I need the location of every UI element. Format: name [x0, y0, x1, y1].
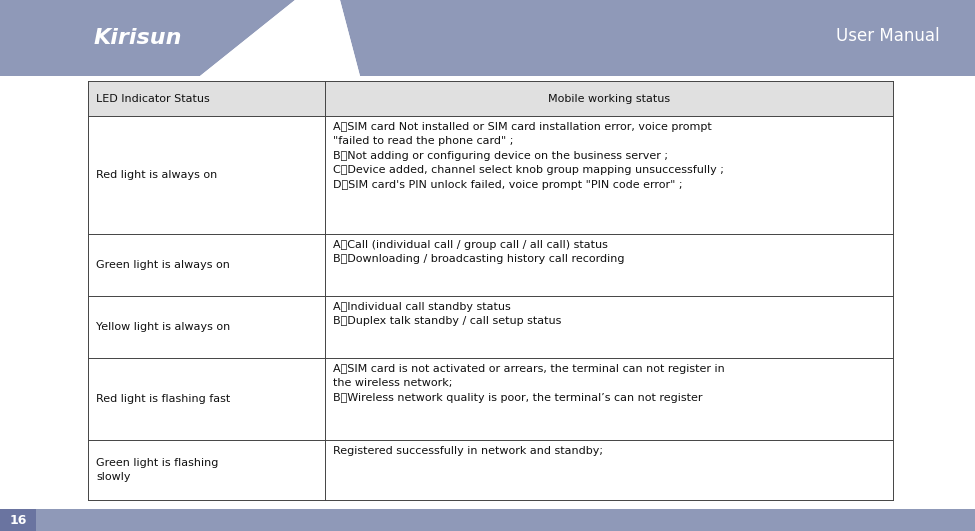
Text: LED Indicator Status: LED Indicator Status [96, 93, 210, 104]
Bar [88, 81, 893, 116]
Text: 16: 16 [10, 513, 26, 527]
Text: Red light is always on: Red light is always on [96, 170, 217, 180]
Polygon shape [340, 0, 975, 76]
Text: A、SIM card Not installed or SIM card installation error, voice prompt
"failed to: A、SIM card Not installed or SIM card ins… [333, 122, 724, 190]
Text: A、SIM card is not activated or arrears, the terminal can not register in
the wir: A、SIM card is not activated or arrears, … [333, 364, 725, 403]
Text: Mobile working status: Mobile working status [548, 93, 670, 104]
Polygon shape [0, 0, 295, 76]
Text: Red light is flashing fast: Red light is flashing fast [96, 394, 230, 404]
Bar [0, 509, 975, 531]
Text: Green light is flashing
slowly: Green light is flashing slowly [96, 458, 218, 482]
Text: A、Call (individual call / group call / all call) status
B、Downloading / broadcas: A、Call (individual call / group call / a… [333, 240, 625, 264]
Text: A、Individual call standby status
B、Duplex talk standby / call setup status: A、Individual call standby status B、Duple… [333, 302, 562, 327]
Text: Green light is always on: Green light is always on [96, 260, 230, 270]
Text: Kirisun: Kirisun [94, 28, 181, 48]
Polygon shape [200, 0, 360, 76]
Text: Registered successfully in network and standby;: Registered successfully in network and s… [333, 446, 604, 456]
Text: User Manual: User Manual [837, 27, 940, 45]
Text: Yellow light is always on: Yellow light is always on [96, 322, 230, 332]
Bar [0, 509, 36, 531]
